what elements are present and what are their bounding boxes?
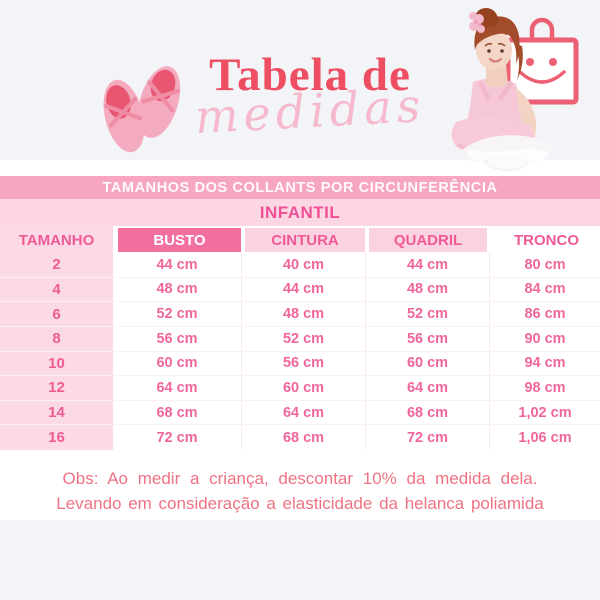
cintura-value: 60 cm — [241, 376, 365, 400]
busto-value: 56 cm — [156, 330, 198, 347]
tronco-value: 98 cm — [489, 376, 600, 400]
busto-value: 44 cm — [156, 256, 198, 273]
table-row: 2 44 cm 40 cm 44 cm 80 cm — [0, 253, 600, 278]
quadril-value: 60 cm — [365, 351, 489, 376]
size-value: 8 — [52, 330, 61, 348]
size-value: 14 — [48, 404, 65, 422]
tronco-value: 86 cm — [489, 302, 600, 326]
cintura-value: 56 cm — [241, 351, 365, 376]
quadril-value: 68 cm — [365, 400, 489, 425]
quadril-value: 72 cm — [365, 425, 489, 450]
note-line-1: Obs: Ao medir a criança, descontar 10% d… — [62, 469, 538, 488]
note-line-2: Levando em consideração a elasticidade d… — [56, 494, 544, 513]
table-row: 12 64 cm 60 cm 64 cm 98 cm — [0, 376, 600, 401]
quadril-value: 64 cm — [365, 376, 489, 400]
table-row: 16 72 cm 68 cm 72 cm 1,06 cm — [0, 425, 600, 450]
column-header-busto: BUSTO — [118, 228, 241, 252]
page-title: Tabela de — [209, 49, 411, 101]
size-value: 12 — [48, 379, 65, 397]
busto-value: 52 cm — [156, 306, 198, 323]
table-row: 4 48 cm 44 cm 48 cm 84 cm — [0, 277, 600, 303]
smiley-shopping-bag-icon — [505, 17, 579, 105]
cintura-value: 68 cm — [241, 425, 365, 450]
tronco-value: 1,02 cm — [489, 400, 600, 425]
column-header-cintura: CINTURA — [245, 228, 365, 252]
tronco-value: 84 cm — [489, 277, 600, 302]
table-section-label: INFANTIL — [0, 199, 600, 226]
white-band — [0, 160, 600, 176]
size-table: 2 44 cm 40 cm 44 cm 80 cm 4 48 cm 44 cm … — [0, 253, 600, 450]
tronco-value: 80 cm — [489, 253, 600, 277]
table-banner: TAMANHOS DOS COLLANTS POR CIRCUNFERÊNCIA — [0, 176, 600, 199]
tronco-value: 90 cm — [489, 326, 600, 351]
table-row: 8 56 cm 52 cm 56 cm 90 cm — [0, 326, 600, 352]
quadril-value: 48 cm — [365, 277, 489, 302]
cintura-value: 48 cm — [241, 302, 365, 326]
busto-value: 60 cm — [156, 355, 198, 372]
column-header-quadril: QUADRIL — [369, 228, 487, 252]
size-value: 2 — [52, 256, 61, 274]
cintura-value: 44 cm — [241, 277, 365, 302]
table-row: 6 52 cm 48 cm 52 cm 86 cm — [0, 302, 600, 327]
column-header-tronco: TRONCO — [514, 231, 579, 249]
busto-value: 64 cm — [156, 379, 198, 396]
measurement-note: Obs: Ao medir a criança, descontar 10% d… — [0, 466, 600, 516]
ballet-shoes-icon — [103, 66, 181, 153]
cintura-value: 52 cm — [241, 326, 365, 351]
ballerina-girl-photo — [451, 8, 552, 171]
quadril-value: 52 cm — [365, 302, 489, 326]
size-value: 4 — [52, 280, 61, 298]
table-row: 14 68 cm 64 cm 68 cm 1,02 cm — [0, 400, 600, 426]
column-header-tamanho: TAMANHO — [18, 231, 95, 249]
table-row: 10 60 cm 56 cm 60 cm 94 cm — [0, 351, 600, 377]
size-value: 10 — [48, 354, 65, 372]
quadril-value: 44 cm — [365, 253, 489, 277]
busto-value: 72 cm — [156, 429, 198, 446]
tronco-value: 1,06 cm — [489, 425, 600, 450]
quadril-value: 56 cm — [365, 326, 489, 351]
cintura-value: 64 cm — [241, 400, 365, 425]
busto-value: 48 cm — [156, 281, 198, 298]
busto-value: 68 cm — [156, 404, 198, 421]
size-value: 6 — [52, 305, 61, 323]
size-column-background — [0, 226, 113, 450]
cintura-value: 40 cm — [241, 253, 365, 277]
tronco-value: 94 cm — [489, 351, 600, 376]
size-value: 16 — [48, 429, 65, 447]
